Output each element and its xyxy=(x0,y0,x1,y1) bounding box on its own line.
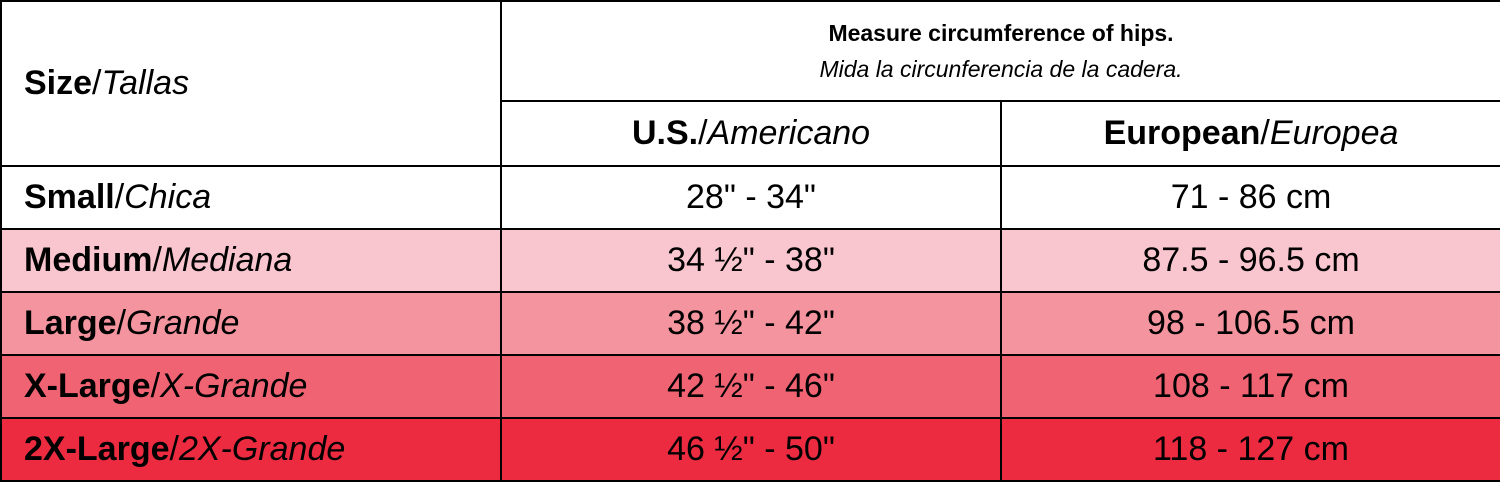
eu-value: 118 - 127 cm xyxy=(1000,417,1500,482)
en: U.S. xyxy=(631,114,699,152)
es: Grande xyxy=(126,304,240,342)
us-header: U.S./Americano xyxy=(500,100,1002,167)
sep: / xyxy=(150,367,161,405)
size-label: Medium/Mediana xyxy=(0,228,502,293)
sep: / xyxy=(152,241,162,279)
size-label: X-Large/X-Grande xyxy=(0,354,502,419)
measure-en: Measure circumference of hips. xyxy=(828,20,1174,46)
size-header: Size/Tallas xyxy=(0,0,502,167)
size-label: Large/Grande xyxy=(0,291,502,356)
header-row: Size/Tallas Measure circumference of hip… xyxy=(0,0,1500,167)
es: Europea xyxy=(1269,114,1399,152)
es: 2X-Grande xyxy=(178,430,346,468)
us-value: 46 ½" - 50" xyxy=(500,417,1002,482)
sep: / xyxy=(698,114,708,152)
es: Tallas xyxy=(101,64,190,102)
size-row: X-Large/X-Grande 42 ½" - 46" 108 - 117 cm xyxy=(0,354,1500,419)
us-value: 28" - 34" xyxy=(500,165,1002,230)
en: Large xyxy=(24,304,117,342)
sep: / xyxy=(1260,114,1270,152)
es: X-Grande xyxy=(160,367,308,405)
sep: / xyxy=(116,304,127,342)
size-row: Small/Chica 28" - 34" 71 - 86 cm xyxy=(0,165,1500,230)
size-row: 2X-Large/2X-Grande 46 ½" - 50" 118 - 127 c… xyxy=(0,417,1500,482)
es: Mediana xyxy=(161,241,293,279)
measure-header: Measure circumference of hips. Mida la ci… xyxy=(500,0,1500,102)
size-row: Large/Grande 38 ½" - 42" 98 - 106.5 cm xyxy=(0,291,1500,356)
en: X-Large xyxy=(24,367,151,405)
size-row: Medium/Mediana 34 ½" - 38" 87.5 - 96.5 cm xyxy=(0,228,1500,293)
eu-value: 98 - 106.5 cm xyxy=(1000,291,1500,356)
measure-es: Mida la circunferencia de la cadera. xyxy=(819,56,1183,82)
es: Americano xyxy=(707,114,871,152)
sep: / xyxy=(114,178,125,216)
size-label: 2X-Large/2X-Grande xyxy=(0,417,502,482)
en: Medium xyxy=(24,241,153,279)
en: Size xyxy=(24,64,93,102)
en: Small xyxy=(24,178,115,216)
us-value: 34 ½" - 38" xyxy=(500,228,1002,293)
us-value: 38 ½" - 42" xyxy=(500,291,1002,356)
en: 2X-Large xyxy=(24,430,170,468)
subheader-row: U.S./Americano European/Europea xyxy=(1,100,1500,167)
eu-value: 108 - 117 cm xyxy=(1000,354,1500,419)
sep: / xyxy=(92,64,102,102)
eu-value: 87.5 - 96.5 cm xyxy=(1000,228,1500,293)
sep: / xyxy=(169,430,179,468)
eu-header: European/Europea xyxy=(1000,100,1500,167)
size-label: Small/Chica xyxy=(0,165,502,230)
en: European xyxy=(1103,114,1261,152)
eu-value: 71 - 86 cm xyxy=(1000,165,1500,230)
us-value: 42 ½" - 46" xyxy=(500,354,1002,419)
es: Chica xyxy=(124,178,212,216)
